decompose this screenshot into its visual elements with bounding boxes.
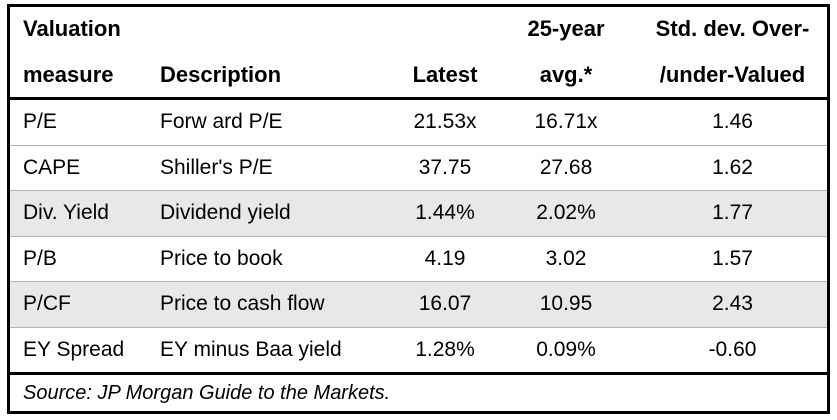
cell-measure: P/B (23, 246, 57, 270)
table-row-pcf: P/CF Price to cash flow 16.07 10.95 2.43 (10, 282, 827, 328)
header-valuation-measure: Valuation measure (10, 7, 156, 97)
table-row-div-yield: Div. Yield Dividend yield 1.44% 2.02% 1.… (10, 191, 827, 237)
header-line-2: Description (160, 61, 282, 87)
cell-description: Price to book (160, 246, 283, 270)
source-row: Source: JP Morgan Guide to the Markets. (10, 375, 827, 411)
table-row-cape: CAPE Shiller's P/E 37.75 27.68 1.62 (10, 145, 827, 191)
cell-stddev: -0.60 (708, 337, 757, 361)
cell-description: Price to cash flow (160, 292, 325, 316)
table-row-ey-spread: EY Spread EY minus Baa yield 1.28% 0.09%… (10, 327, 827, 375)
cell-measure: Div. Yield (23, 201, 109, 225)
table-row-pe: P/E Forw ard P/E 21.53x 16.71x 1.46 (10, 100, 827, 146)
header-line-2: avg.* (539, 61, 593, 87)
header-line-1: Valuation (23, 16, 121, 41)
cell-stddev: 2.43 (712, 292, 753, 316)
cell-description: Dividend yield (160, 201, 291, 225)
header-description: Description (156, 7, 396, 97)
source-note: Source: JP Morgan Guide to the Markets. (23, 381, 391, 404)
cell-avg: 27.68 (539, 155, 593, 179)
cell-measure: P/CF (23, 292, 71, 316)
cell-stddev: 1.57 (712, 246, 753, 270)
cell-measure: CAPE (23, 155, 81, 179)
cell-avg: 2.02% (536, 201, 596, 225)
cell-description: EY minus Baa yield (160, 337, 342, 361)
valuation-table: Valuation measure Description Latest 25-… (7, 4, 830, 414)
cell-description: Shiller's P/E (160, 155, 273, 179)
cell-latest: 1.28% (415, 337, 475, 361)
header-latest: Latest (396, 7, 494, 97)
cell-avg: 0.09% (536, 337, 596, 361)
cell-measure: EY Spread (23, 337, 125, 361)
cell-avg: 10.95 (539, 292, 593, 316)
cell-avg: 3.02 (545, 246, 587, 270)
cell-description: Forw ard P/E (160, 110, 283, 134)
header-line-1: 25-year (527, 16, 605, 41)
cell-stddev: 1.46 (712, 110, 753, 134)
cell-latest: 37.75 (418, 155, 472, 179)
cell-latest: 4.19 (424, 246, 466, 270)
header-line-1: Std. dev. Over- (655, 16, 810, 41)
cell-latest: 1.44% (415, 201, 475, 225)
table-header-row: Valuation measure Description Latest 25-… (10, 7, 827, 100)
cell-stddev: 1.77 (712, 201, 753, 225)
header-line-2: /under-Valued (659, 61, 806, 87)
header-std-dev: Std. dev. Over- /under-Valued (638, 7, 827, 97)
cell-latest: 21.53x (413, 110, 477, 134)
header-line-2: measure (23, 61, 114, 87)
cell-stddev: 1.62 (712, 155, 753, 179)
cell-avg: 16.71x (534, 110, 598, 134)
cell-latest: 16.07 (418, 292, 472, 316)
header-25-year-avg: 25-year avg.* (494, 7, 638, 97)
header-line-2: Latest (412, 61, 478, 87)
cell-measure: P/E (23, 110, 57, 134)
table-row-pb: P/B Price to book 4.19 3.02 1.57 (10, 236, 827, 282)
